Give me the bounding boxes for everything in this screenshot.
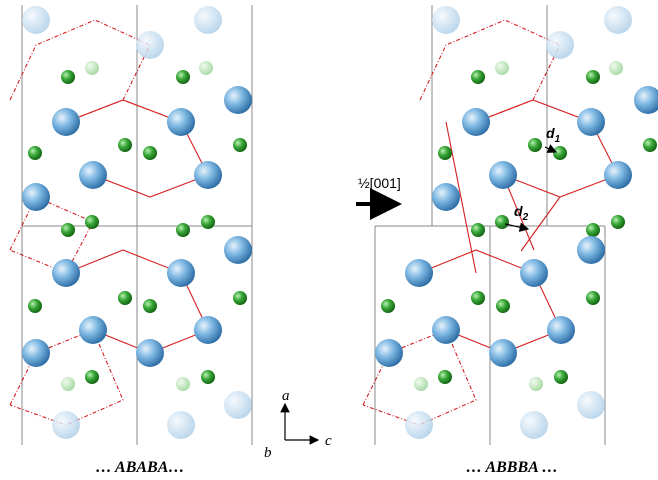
metal-atom: [167, 259, 195, 287]
anion-atom: [586, 291, 600, 305]
metal-atom: [577, 236, 605, 264]
metal-atom: [224, 391, 252, 419]
anion-atom: [176, 70, 190, 84]
anion-atom: [643, 138, 657, 152]
dashed-bond: [10, 20, 150, 122]
metal-atom: [167, 411, 195, 439]
metal-atom: [52, 108, 80, 136]
anion-atom: [199, 61, 213, 75]
caption-left: … ABABA…: [96, 459, 185, 476]
metal-atom: [167, 108, 195, 136]
axis-a-label: a: [282, 388, 290, 404]
metal-atom: [22, 6, 50, 34]
axis-b-label: b: [264, 445, 272, 461]
metal-atom: [604, 6, 632, 34]
metal-atom: [224, 236, 252, 264]
anion-atom: [233, 138, 247, 152]
anion-atom: [143, 146, 157, 160]
metal-atom: [489, 161, 517, 189]
metal-atom: [79, 161, 107, 189]
metal-atom: [546, 31, 574, 59]
metal-atom: [604, 161, 632, 189]
metal-atom: [577, 391, 605, 419]
anion-atom: [201, 215, 215, 229]
anion-atom: [201, 370, 215, 384]
metal-atom: [52, 259, 80, 287]
anion-atom: [438, 370, 452, 384]
anion-atom: [381, 299, 395, 313]
metal-atom: [136, 339, 164, 367]
atoms: [22, 6, 658, 439]
anion-atom: [233, 291, 247, 305]
anion-atom: [176, 223, 190, 237]
anion-atom: [609, 61, 623, 75]
metal-atom: [547, 316, 575, 344]
anion-atom: [553, 146, 567, 160]
anion-atom: [85, 215, 99, 229]
anion-atom: [143, 299, 157, 313]
d1-label: d1: [546, 125, 561, 145]
shift-label: ½[001]: [358, 175, 401, 191]
metal-atom: [136, 31, 164, 59]
metal-atom: [22, 183, 50, 211]
anion-atom: [414, 377, 428, 391]
anion-atom: [471, 70, 485, 84]
anion-atom: [85, 61, 99, 75]
anion-atom: [28, 146, 42, 160]
metal-atom: [577, 108, 605, 136]
metal-atom: [432, 183, 460, 211]
metal-atom: [194, 6, 222, 34]
metal-atom: [79, 316, 107, 344]
caption-right: … ABBBA …: [466, 459, 558, 476]
anion-atom: [471, 223, 485, 237]
anion-atom: [118, 291, 132, 305]
metal-atom: [194, 316, 222, 344]
figure: ½[001] d1 d2 a c b … ABABA… … ABBBA …: [0, 0, 658, 480]
anion-atom: [61, 70, 75, 84]
anion-atom: [528, 138, 542, 152]
axis-c-label: c: [325, 433, 332, 449]
anion-atom: [611, 215, 625, 229]
metal-atom: [405, 259, 433, 287]
metal-atom: [375, 339, 403, 367]
metal-atom: [194, 161, 222, 189]
metal-atom: [489, 339, 517, 367]
metal-atom: [432, 6, 460, 34]
metal-atom: [405, 411, 433, 439]
metal-atom: [520, 411, 548, 439]
metal-atom: [52, 411, 80, 439]
anion-atom: [471, 291, 485, 305]
d1-index: 1: [555, 134, 561, 145]
anion-atom: [176, 377, 190, 391]
metal-atom: [462, 108, 490, 136]
metal-atom: [224, 86, 252, 114]
metal-atom: [432, 316, 460, 344]
anion-atom: [586, 223, 600, 237]
metal-atom: [520, 259, 548, 287]
anion-atom: [61, 377, 75, 391]
d2-index: 2: [522, 212, 529, 223]
anion-atom: [85, 370, 99, 384]
anion-atom: [496, 299, 510, 313]
anion-atom: [495, 215, 509, 229]
dashed-bond: [420, 20, 560, 122]
bond: [521, 197, 560, 251]
metal-atom: [634, 86, 658, 114]
anion-atom: [438, 146, 452, 160]
anion-atom: [529, 377, 543, 391]
anion-atom: [28, 299, 42, 313]
anion-atom: [554, 370, 568, 384]
anion-atom: [495, 61, 509, 75]
anion-atom: [61, 223, 75, 237]
metal-atom: [22, 339, 50, 367]
anion-atom: [586, 70, 600, 84]
anion-atom: [118, 138, 132, 152]
